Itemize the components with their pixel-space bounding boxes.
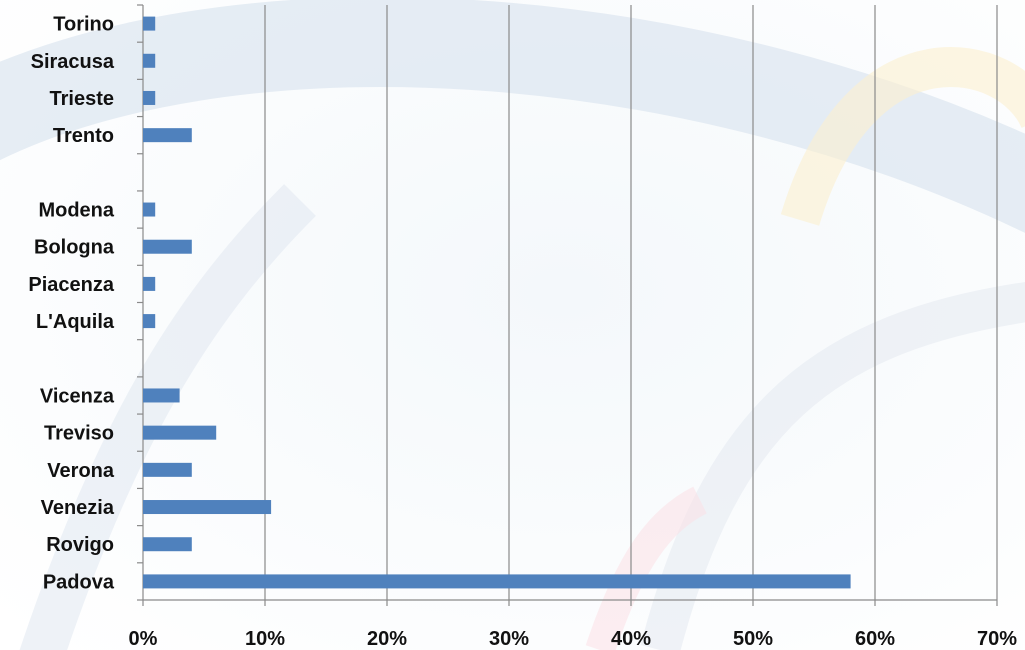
gridlines — [264, 5, 998, 600]
category-label-bologna: Bologna — [34, 237, 115, 259]
x-tick-label-60: 60% — [855, 628, 895, 650]
bar-piacenza — [143, 276, 156, 291]
category-label-padova: Padova — [43, 571, 115, 593]
x-tick-label-20: 20% — [367, 628, 407, 650]
bar-rovigo — [143, 537, 192, 552]
category-label-venezia: Venezia — [41, 497, 115, 519]
category-label-verona: Verona — [47, 460, 115, 482]
bar-vicenza — [143, 388, 180, 403]
bar-padova — [143, 574, 851, 589]
x-tick-label-0: 0% — [129, 628, 158, 650]
bar-siracusa — [143, 53, 156, 68]
x-tick-label-40: 40% — [611, 628, 651, 650]
bars — [143, 16, 851, 589]
category-label-trento: Trento — [53, 125, 114, 147]
x-tick-label-50: 50% — [733, 628, 773, 650]
x-tick-labels: 0% 10% 20% 30% 40% 50% 60% 70% — [129, 628, 1018, 650]
category-label-vicenza: Vicenza — [40, 385, 115, 407]
bar-bologna — [143, 239, 192, 254]
bar-l-aquila — [143, 314, 156, 329]
category-label-rovigo: Rovigo — [46, 534, 114, 556]
bar-torino — [143, 16, 156, 31]
bar-treviso — [143, 425, 217, 440]
bar-venezia — [143, 500, 272, 515]
x-tick-label-70: 70% — [977, 628, 1017, 650]
category-label-siracusa: Siracusa — [31, 51, 115, 73]
x-tick-label-10: 10% — [245, 628, 285, 650]
x-tick-label-30: 30% — [489, 628, 529, 650]
category-label-piacenza: Piacenza — [28, 274, 114, 296]
category-label-l-aquila: L'Aquila — [36, 311, 115, 333]
category-label-treviso: Treviso — [44, 423, 114, 445]
category-label-trieste: Trieste — [50, 88, 114, 110]
bar-trieste — [143, 90, 156, 105]
bar-modena — [143, 202, 156, 217]
bar-verona — [143, 462, 192, 477]
category-labels: Torino Siracusa Trieste Trento Modena Bologna… — [28, 14, 114, 594]
category-label-torino: Torino — [53, 14, 114, 36]
bar-trento — [143, 128, 192, 143]
category-label-modena: Modena — [38, 200, 114, 222]
